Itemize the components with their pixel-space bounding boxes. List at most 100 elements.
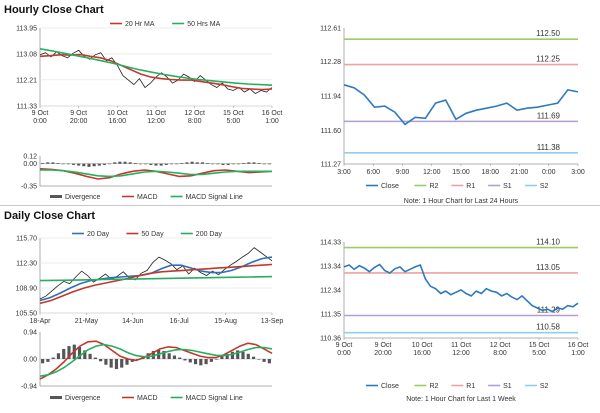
divergence-bar xyxy=(183,359,187,361)
x-tick-label: 8:00 xyxy=(493,350,507,357)
legend-label: Divergence xyxy=(65,194,101,201)
y-tick-label: 111.33 xyxy=(17,104,37,111)
y-tick-label: 0.00 xyxy=(23,161,37,168)
x-tick-label: 1:00 xyxy=(265,118,279,125)
level-label-r1: 112.25 xyxy=(536,55,560,64)
divergence-bar xyxy=(77,346,82,359)
series-line-50-day xyxy=(39,263,273,305)
series-line-20-day xyxy=(39,256,273,302)
y-tick-label: 113.95 xyxy=(16,26,37,33)
divergence-bar xyxy=(267,163,271,165)
divergence-bar xyxy=(167,353,171,359)
level-label-s2: 110.58 xyxy=(536,323,560,332)
y-tick-label: 114.33 xyxy=(320,240,341,247)
divergence-bar xyxy=(226,163,230,165)
divergence-bar xyxy=(46,162,50,164)
divergence-bar xyxy=(178,357,182,359)
chart-note: Note: 1 Hour Chart for Last 24 Hours xyxy=(404,198,519,205)
divergence-bar xyxy=(51,357,55,359)
x-tick-label: 3:00 xyxy=(337,169,351,176)
divergence-bar xyxy=(77,163,81,166)
x-tick-label: 16 Oct xyxy=(262,110,283,117)
series-line-close xyxy=(343,84,579,126)
legend-label: Close xyxy=(381,183,399,190)
y-tick-label: 0.00 xyxy=(23,357,37,364)
divergence-bar xyxy=(88,353,92,359)
divergence-bar xyxy=(128,162,132,164)
divergence-bar xyxy=(138,163,143,165)
divergence-bar xyxy=(144,163,148,165)
divergence-bar xyxy=(206,163,210,164)
y-tick-label: 0.94 xyxy=(23,330,37,337)
y-tick-label: 113.08 xyxy=(16,51,37,58)
x-tick-label: 10 Oct xyxy=(412,342,433,349)
x-tick-label: 16 Oct xyxy=(568,342,589,349)
divergence-bar xyxy=(262,163,266,165)
divergence-bar xyxy=(225,353,229,359)
divergence-bar xyxy=(169,163,174,165)
divergence-bar xyxy=(97,163,101,166)
divergence-bar xyxy=(246,353,250,359)
x-tick-label: 12 Oct xyxy=(184,110,205,117)
divergence-bar xyxy=(220,356,224,359)
legend-label: MACD xyxy=(137,194,158,201)
section-divider xyxy=(0,205,600,206)
x-tick-label: 21:00 xyxy=(511,169,529,176)
y-tick-label: 111.27 xyxy=(321,162,341,169)
legend-label: 50 Hrs MA xyxy=(187,21,220,28)
divergence-bar xyxy=(83,350,87,359)
x-tick-label: 0:00 xyxy=(33,118,47,125)
legend-label: MACD xyxy=(137,395,158,402)
x-tick-label: 14-Jun xyxy=(122,318,144,325)
divergence-bar xyxy=(154,163,158,166)
divergence-bar xyxy=(193,359,198,365)
divergence-bar xyxy=(185,162,189,164)
divergence-bar xyxy=(188,359,192,363)
x-tick-label: 0:00 xyxy=(337,350,351,357)
divergence-bar xyxy=(41,163,45,164)
divergence-bar xyxy=(92,163,96,167)
x-tick-label: 9 Oct xyxy=(375,342,392,349)
divergence-bar xyxy=(242,163,246,164)
x-tick-label: 5:00 xyxy=(227,118,241,125)
divergence-bar xyxy=(93,357,97,359)
divergence-bar xyxy=(51,162,55,164)
x-tick-label: 0:00 xyxy=(542,169,556,176)
x-tick-label: 12:00 xyxy=(452,350,470,357)
divergence-bar xyxy=(99,359,103,362)
divergence-bar xyxy=(257,163,261,164)
x-tick-label: 9:00 xyxy=(396,169,410,176)
divergence-bar xyxy=(113,162,117,164)
legend-label: R2 xyxy=(430,383,439,390)
x-tick-label: 5:00 xyxy=(532,350,546,357)
divergence-bar xyxy=(175,163,179,165)
divergence-bar xyxy=(230,351,235,359)
y-tick-label: -0.35 xyxy=(21,184,37,191)
x-tick-label: 18-Apr xyxy=(29,318,51,325)
legend-label: S1 xyxy=(503,183,512,190)
legend-label: MACD Signal Line xyxy=(186,194,243,201)
level-label-r2: 112.50 xyxy=(536,29,560,38)
y-tick-label: 112.34 xyxy=(320,288,341,295)
y-tick-label: 111.94 xyxy=(321,94,341,101)
divergence-bar xyxy=(199,359,203,366)
y-tick-label: 111.60 xyxy=(321,128,341,135)
y-tick-label: 115.70 xyxy=(16,236,37,243)
divergence-bar xyxy=(108,163,112,165)
divergence-bar xyxy=(102,163,106,165)
divergence-bar xyxy=(71,163,76,165)
divergence-bar xyxy=(125,359,129,365)
divergence-bar xyxy=(252,162,256,164)
y-tick-label: 110.36 xyxy=(320,336,341,343)
legend-label: MACD Signal Line xyxy=(186,395,243,402)
divergence-bar xyxy=(204,359,208,365)
y-tick-label: -0.94 xyxy=(21,384,37,391)
series-line-close xyxy=(343,263,579,313)
x-tick-label: 20:00 xyxy=(374,350,392,357)
x-tick-label: 15-Aug xyxy=(214,318,237,325)
divergence-bar xyxy=(56,353,61,359)
divergence-bar xyxy=(172,355,177,359)
x-tick-label: 9 Oct xyxy=(32,110,49,117)
legend-label: S1 xyxy=(503,383,512,390)
